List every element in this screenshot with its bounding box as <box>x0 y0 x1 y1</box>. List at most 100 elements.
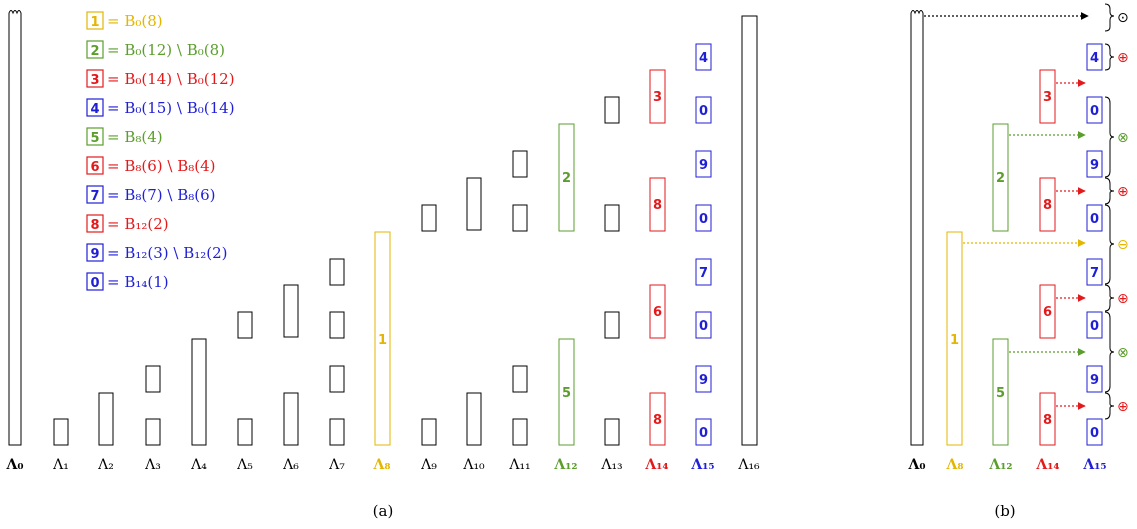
red-box-b-1 <box>1039 69 1056 124</box>
legend-box-8 <box>86 243 104 262</box>
lambda-labels-b: Λ₀ Λ₈ Λ₁₂ Λ₁₄ Λ₁₅ <box>908 457 1107 473</box>
red-box-a-4 <box>649 392 666 446</box>
legend-text-4: = B₈(4) <box>107 128 163 146</box>
blue-box-a-5-label: 7 <box>699 266 708 281</box>
panel-a: 1 2 5 3 8 6 8 4 0 9 0 7 <box>6 10 761 520</box>
red-box-b-3 <box>1039 284 1056 339</box>
lambda-label-b-3: Λ₁₄ <box>1035 457 1059 473</box>
lambda-label-a-0: Λ₀ <box>6 457 24 473</box>
arrows-b <box>924 12 1089 410</box>
blue-boxes-a <box>695 43 712 446</box>
legend-num-5: 6 <box>90 160 99 175</box>
green-bar-b-bottom-label: 5 <box>996 386 1005 401</box>
legend-text-5: = B₈(6) \ B₈(4) <box>107 157 216 175</box>
lambda-label-a-13: Λ₁₃ <box>600 457 622 473</box>
lambda-label-a-7: Λ₇ <box>328 457 345 473</box>
operator-2: ⊕ <box>1117 50 1129 66</box>
green-bar-a-bottom <box>558 338 575 446</box>
subfigure-b-label: (b) <box>994 502 1015 520</box>
legend-text-8: = B₁₂(3) \ B₁₂(2) <box>107 244 228 262</box>
operator-1: ⊙ <box>1117 10 1129 26</box>
lambda-label-a-2: Λ₂ <box>97 457 114 473</box>
legend-box-7 <box>86 214 104 233</box>
blue-box-b-2-label: 0 <box>1090 104 1099 119</box>
operators-b: ⊙ ⊕ ⊗ ⊕ ⊖ ⊕ ⊗ ⊕ <box>1117 10 1129 415</box>
lambda-labels-a: Λ₀ Λ₁ Λ₂ Λ₃ Λ₄ Λ₅ Λ₆ Λ₇ Λ₈ Λ₉ Λ₁₀ Λ₁₁ Λ₁₂ Λ₁₃ Λ₁₄ Λ₁₅ Λ₁… <box>6 457 761 473</box>
red-box-a-3-label: 6 <box>653 305 662 320</box>
yellow-bar-b-label: 1 <box>950 333 959 348</box>
blue-box-a-4-label: 0 <box>699 212 708 227</box>
red-box-a-1-label: 3 <box>653 90 662 105</box>
blue-box-a-7-label: 9 <box>699 373 708 388</box>
red-box-a-1 <box>649 69 666 124</box>
legend-text-6: = B₈(7) \ B₈(6) <box>107 186 216 204</box>
legend-box-1 <box>86 40 104 59</box>
lambda-label-a-1: Λ₁ <box>52 457 69 473</box>
legend-num-1: 2 <box>90 44 99 59</box>
red-box-b-3-label: 6 <box>1043 305 1052 320</box>
legend-box-4 <box>86 127 104 146</box>
legend-text-0: = B₀(8) <box>107 12 163 30</box>
legend-text-3: = B₀(15) \ B₀(14) <box>107 99 235 117</box>
blue-boxes-b <box>1086 43 1103 446</box>
legend-num-2: 3 <box>90 73 99 88</box>
legend-num-3: 4 <box>90 102 99 117</box>
green-bar-b-top-label: 2 <box>996 171 1005 186</box>
red-box-b-4 <box>1039 392 1056 446</box>
red-box-b-4-label: 8 <box>1043 413 1052 428</box>
operator-4: ⊕ <box>1117 184 1129 200</box>
lambda-label-b-4: Λ₁₅ <box>1082 457 1106 473</box>
subfigure-a-label: (a) <box>373 502 394 520</box>
blue-box-a-8-label: 0 <box>699 426 708 441</box>
legend-text-9: = B₁₄(1) <box>107 273 169 291</box>
lambda0-bar-b <box>910 10 924 446</box>
lambda-label-b-2: Λ₁₂ <box>988 457 1012 473</box>
legend-box-6 <box>86 185 104 204</box>
panel-b: 1 2 5 3 8 6 8 4 0 9 0 7 0 9 <box>908 3 1129 520</box>
lambda-label-a-8: Λ₈ <box>373 457 391 473</box>
legend-text-2: = B₀(14) \ B₀(12) <box>107 70 235 88</box>
legend-box-2 <box>86 69 104 88</box>
blue-box-a-1-label: 4 <box>699 51 708 66</box>
lambda-label-b-1: Λ₈ <box>946 457 964 473</box>
legend-box-0 <box>86 11 104 30</box>
lambda-label-a-14: Λ₁₄ <box>644 457 668 473</box>
operator-5: ⊖ <box>1117 237 1129 253</box>
legend-num-7: 8 <box>90 218 99 233</box>
legend-num-4: 5 <box>90 131 99 146</box>
legend-num-9: 0 <box>90 276 99 291</box>
blue-box-a-2-label: 0 <box>699 104 708 119</box>
lambda-label-a-10: Λ₁₀ <box>462 457 485 473</box>
green-bar-a-top-label: 2 <box>562 171 571 186</box>
lambda-label-a-4: Λ₄ <box>190 457 207 473</box>
lambda16-bar-a <box>741 15 758 446</box>
legend-num-8: 9 <box>90 247 99 262</box>
green-bar-a-bottom-label: 5 <box>562 386 571 401</box>
blue-box-a-3-label: 9 <box>699 158 708 173</box>
blue-box-b-3-label: 9 <box>1090 158 1099 173</box>
lambda0-bar-a <box>8 10 22 446</box>
blue-box-a-6-label: 0 <box>699 319 708 334</box>
legend-num-6: 7 <box>90 189 99 204</box>
blue-box-b-4-label: 0 <box>1090 212 1099 227</box>
legend-box-5 <box>86 156 104 175</box>
green-bar-b-bottom <box>992 338 1009 446</box>
lambda-label-b-0: Λ₀ <box>908 457 926 473</box>
braces-b <box>1104 3 1115 420</box>
yellow-bar-a <box>374 231 391 446</box>
red-box-b-2 <box>1039 177 1056 232</box>
lambda-label-a-6: Λ₆ <box>282 457 299 473</box>
legend-text-1: = B₀(12) \ B₀(8) <box>107 41 225 59</box>
blue-box-b-6-label: 0 <box>1090 319 1099 334</box>
lambda-label-a-5: Λ₅ <box>236 457 253 473</box>
legend-box-3 <box>86 98 104 117</box>
yellow-bar-b <box>946 231 963 446</box>
legend-num-0: 1 <box>90 15 99 30</box>
red-box-a-2-label: 8 <box>653 198 662 213</box>
lambda-label-a-9: Λ₉ <box>420 457 437 473</box>
red-box-a-4-label: 8 <box>653 413 662 428</box>
operator-3: ⊗ <box>1117 130 1129 146</box>
operator-8: ⊕ <box>1117 399 1129 415</box>
lambda-small-boxes <box>53 96 620 446</box>
